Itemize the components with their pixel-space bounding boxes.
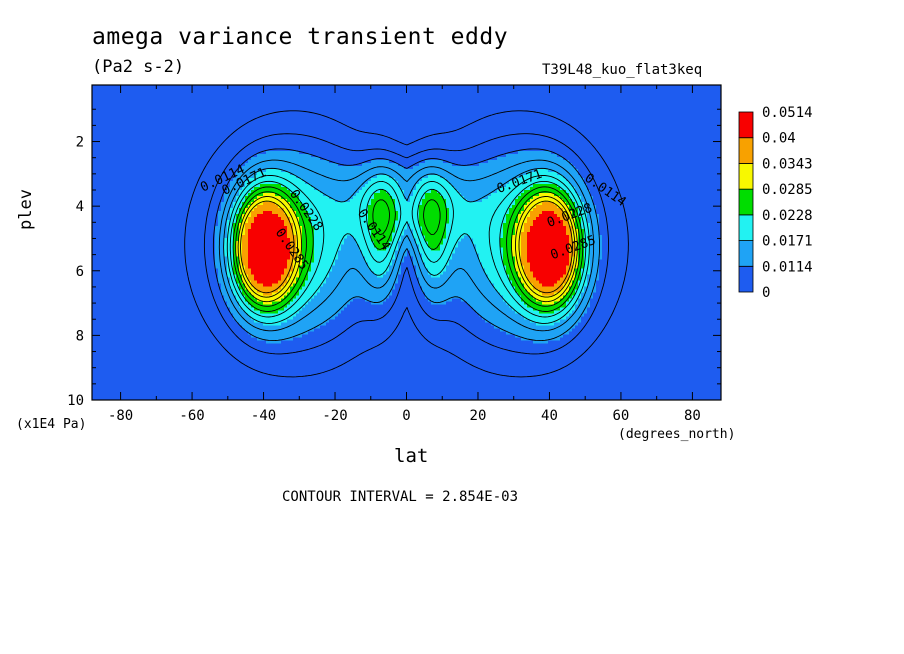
colorbar-label: 0.0514 [762,105,813,121]
x-tick-label: -80 [108,408,133,424]
x-tick-label: 20 [470,408,487,424]
chart-title: amega variance transient eddy [92,24,509,50]
x-tick-label: -20 [322,408,347,424]
x-tick-label: 40 [541,408,558,424]
x-axis-units: (degrees_north) [618,427,736,442]
x-axis-label: lat [394,445,429,467]
x-tick-label: 80 [684,408,701,424]
contour-line-7 [232,186,581,307]
colorbar-swatch [738,137,754,164]
y-tick-label: 10 [67,393,84,409]
colorbar: 0 0.0114 0.0171 0.0228 0.0285 0.0343 0.04 0.051… [738,105,813,301]
contour-line-9 [237,196,576,298]
y-tick-label: 6 [76,264,84,280]
colorbar-label: 0 [762,285,770,301]
contour-lines [184,110,629,378]
colorbar-swatch [738,240,754,267]
contour-line-3 [218,159,595,332]
colorbar-swatch [738,214,754,241]
contour-line-10 [240,200,573,294]
run-label: T39L48_kuo_flat3keq [542,62,703,78]
y-axis-units: (x1E4 Pa) [16,417,87,432]
x-tick-label: 60 [613,408,630,424]
x-axis: -80 -60 -40 -20 0 20 40 60 80 [108,85,701,424]
colorbar-label: 0.04 [762,131,796,147]
colorbar-label: 0.0114 [762,259,813,275]
x-tick-label: -60 [179,408,204,424]
y-tick-label: 8 [76,328,84,344]
contour-line-8 [235,191,578,303]
y-axis: 2 4 6 8 10 [67,108,721,409]
y-tick-label: 4 [76,199,84,215]
contour-line-1 [203,133,609,355]
y-tick-label: 2 [76,135,84,151]
contour-fills [92,85,721,400]
colorbar-label: 0.0171 [762,234,813,250]
colorbar-label: 0.0343 [762,156,813,172]
chart-units: (Pa2 s-2) [92,57,185,77]
colorbar-swatch [738,265,754,293]
contour-band-5 [242,202,575,296]
contour-interval-note: CONTOUR INTERVAL = 2.854E-03 [282,489,519,505]
contour-line-2 [212,148,600,342]
x-tick-label: -40 [251,408,276,424]
colorbar-swatch [738,111,754,139]
contour-line-5 [226,174,587,318]
contour-line-6 [229,180,584,312]
colorbar-swatch [738,163,754,190]
x-tick-label: 0 [402,408,410,424]
contour-line-4 [223,167,590,324]
contour-band-6 [248,211,569,287]
colorbar-label: 0.0228 [762,208,813,224]
contour-line-0 [184,110,629,378]
colorbar-label: 0.0285 [762,182,813,198]
colorbar-swatch [738,188,754,216]
